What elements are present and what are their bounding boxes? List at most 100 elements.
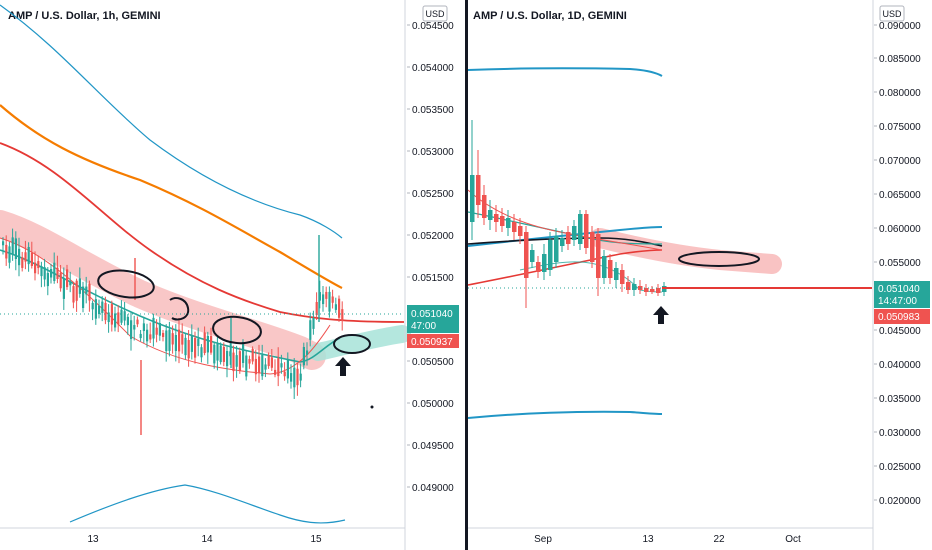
left-level-tag [407,334,459,348]
candle-body [59,272,62,289]
candle-body [69,281,72,286]
candle-body [296,368,299,386]
left-pink-band [0,210,326,370]
candle-body [251,348,254,362]
candle-body [632,284,637,290]
candle-body [66,269,69,288]
candle-body [184,337,187,356]
candle-body [46,273,49,287]
right-x-ticks: Sep 13 22 Oct [534,534,801,545]
candle-body [318,292,321,301]
right-currency-box[interactable] [879,5,905,22]
candle-body [500,216,505,226]
candle-body [130,320,133,340]
candle-body [578,214,583,244]
x-tick-label: 13 [87,534,99,545]
x-tick-label: Oct [785,534,801,545]
candle-body [280,363,283,368]
y-tick-label: 0.020000 [879,496,921,507]
candle-body [107,312,110,323]
candle-body [165,330,168,352]
candle-body [590,232,595,262]
candle-body [91,302,94,310]
candle-body [254,358,257,375]
candle-body [560,238,565,246]
candle-body [162,332,165,338]
left-currency-label: USD [425,9,445,19]
candle-body [155,327,158,335]
candle-body [293,367,296,388]
candle-body [194,337,197,358]
left-price-tag-value: 0.051040 [411,309,453,320]
candle-body [312,317,315,329]
y-tick-label: 0.053000 [412,147,454,158]
candle-body [488,210,493,220]
candle-body [40,266,43,277]
right-candles [470,120,667,308]
candle-body [120,309,123,323]
left-level-tag-value: 0.050937 [411,337,453,348]
candle-body [258,356,261,374]
candle-body [235,355,238,367]
candle-body [242,341,245,364]
candle-body [328,291,331,312]
x-tick-label: 14 [201,534,213,545]
candle-body [24,252,27,262]
y-tick-label: 0.054000 [412,63,454,74]
candle-body [126,316,129,326]
candle-body [338,298,341,318]
candle-body [146,329,149,342]
candle-body [149,334,152,340]
candle-body [37,261,40,269]
left-chart-title: AMP / U.S. Dollar, 1h, GEMINI [8,10,161,22]
candle-body [210,336,213,353]
candle-body [187,340,190,359]
candle-body [331,296,334,303]
candle-body [82,286,85,309]
candle-body [50,269,53,278]
candle-body [566,232,571,244]
right-price-tag [874,281,930,308]
candle-body [548,240,553,270]
candle-body [190,335,193,352]
candle-body [206,335,209,353]
candle-body [197,338,200,347]
candle-body [203,332,206,354]
candle-body [261,354,264,377]
candle-body [518,226,523,236]
left-teal-band [309,325,411,361]
candle-body [656,288,661,293]
candle-body [152,317,155,339]
candle-body [238,351,241,371]
left-annotation-circle-1 [97,269,155,299]
left-x-ticks: 13 14 15 [87,534,322,545]
left-currency-box[interactable] [422,5,448,22]
x-tick-label: 13 [642,534,654,545]
x-tick-label: Sep [534,534,552,545]
candle-body [11,237,14,255]
y-tick-label: 0.070000 [879,156,921,167]
left-annotation-circle-2 [212,315,262,345]
candle-body [110,304,113,325]
right-level-tag-value: 0.050983 [878,312,920,323]
left-ma-red [0,142,405,323]
candle-body [114,313,117,328]
candle-body [325,291,328,299]
candle-body [136,319,139,325]
right-pink-band [590,228,782,274]
x-tick-label: 22 [713,534,725,545]
y-tick-label: 0.085000 [879,54,921,65]
candle-body [232,352,235,372]
candle-body [181,334,184,345]
candle-body [644,288,649,292]
left-candles [2,228,344,435]
candle-body [78,278,81,294]
left-dot [370,405,374,409]
y-tick-label: 0.053500 [412,105,454,116]
candle-body [248,359,251,364]
candle-body [306,350,309,355]
candle-body [56,267,59,279]
right-level-tag [874,309,930,324]
candle-body [216,343,219,361]
right-lower-band [467,410,663,419]
